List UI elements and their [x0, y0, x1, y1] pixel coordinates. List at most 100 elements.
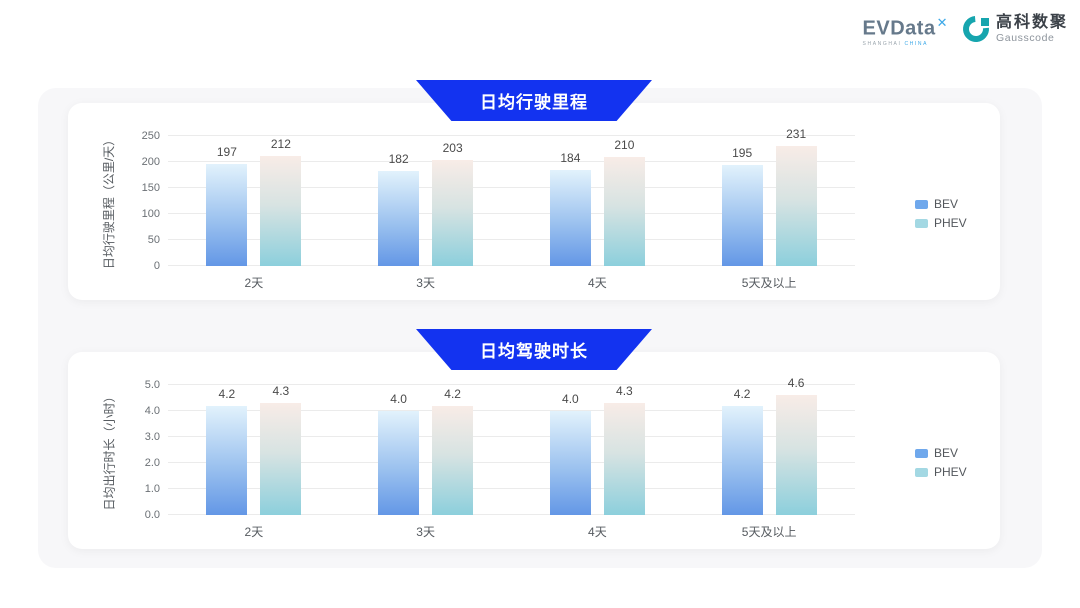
- bar-group: 197 212 2天: [168, 136, 340, 290]
- legend-item-phev[interactable]: PHEV: [915, 216, 967, 231]
- bar-bev: 197: [206, 145, 248, 266]
- bar-value-label: 203: [442, 141, 463, 156]
- bar-value-label: 4.0: [562, 392, 579, 406]
- bar-phev: 212: [260, 137, 302, 266]
- duration-legend: BEV PHEV: [915, 446, 967, 480]
- content-panel: 日均行驶里程 日均行驶里程（公里/天） 0 50 100 150 200 250 197 2…: [38, 80, 1042, 568]
- bar-value-label: 4.2: [444, 386, 461, 401]
- evdata-subtext: SHANGHAI CHINA: [862, 40, 929, 47]
- category-label: 4天: [588, 525, 607, 539]
- gausscode-cn-name: 高科数聚: [995, 14, 1068, 32]
- bar-group: 184 210 4天: [512, 136, 684, 290]
- legend-label: PHEV: [934, 465, 967, 479]
- bar-value-label: 4.2: [733, 386, 751, 401]
- y-tick-label: 150: [141, 182, 160, 194]
- gridline: [168, 161, 855, 162]
- bar-group: 4.0 4.3 4天: [512, 384, 684, 539]
- y-tick-label: 200: [141, 156, 160, 168]
- category-label: 5天及以上: [741, 525, 797, 539]
- legend-item-phev[interactable]: PHEV: [915, 465, 967, 480]
- legend-label: BEV: [934, 197, 959, 211]
- gridline: [168, 135, 855, 136]
- bar-phev: 4.3: [260, 384, 302, 515]
- gausscode-en-name: Gausscode: [995, 32, 1055, 45]
- category-label: 3天: [416, 276, 435, 290]
- mileage-y-axis-ticks: 0 50 100 150 200 250: [68, 130, 160, 272]
- phev-swatch-icon: [915, 219, 928, 228]
- bar-bev: 4.0: [378, 392, 420, 515]
- duration-title-banner: 日均驾驶时长: [416, 329, 652, 370]
- bar-group: 4.2 4.3 2天: [168, 384, 340, 539]
- mileage-chart-title: 日均行驶里程: [480, 93, 588, 112]
- bar-phev: 4.6: [775, 376, 817, 515]
- bar-phev: 4.3: [603, 384, 645, 515]
- bar-groups: 4.2 4.3 2天 4.0 4.2 3天 4.0 4.3 4天 4.2 4.6 5天及以上: [168, 376, 855, 539]
- gridline: [168, 265, 855, 266]
- y-tick-label: 1.0: [144, 483, 160, 495]
- bar-phev: 210: [603, 138, 645, 266]
- legend-label: BEV: [934, 446, 959, 460]
- gridline: [168, 488, 855, 489]
- y-tick-label: 2.0: [144, 457, 160, 469]
- category-label: 3天: [416, 525, 435, 539]
- duration-chart-card: 日均驾驶时长 日均出行时长（小时） 0.0 1.0 2.0 3.0 4.0 5.0 4.2…: [68, 329, 1000, 549]
- gridline: [168, 213, 855, 214]
- mileage-plot-area: 197 212 2天 182 203 3天 184 210 4天 195 231 5天及以上: [168, 127, 855, 290]
- category-label: 4天: [588, 276, 607, 290]
- evdata-logo: EVData✕ SHANGHAI CHINA: [863, 12, 948, 47]
- gausscode-logo: 高科数聚 Gausscode: [957, 11, 1068, 48]
- mileage-legend: BEV PHEV: [915, 197, 967, 231]
- gridline: [168, 436, 855, 437]
- bar-groups: 197 212 2天 182 203 3天 184 210 4天 195 231 5天及以上: [168, 127, 855, 290]
- brand-header: EVData✕ SHANGHAI CHINA 高科数聚 Gausscode: [863, 11, 1068, 48]
- gridline: [168, 384, 855, 385]
- category-label: 5天及以上: [741, 276, 797, 290]
- bar-value-label: 4.2: [218, 386, 236, 401]
- y-tick-label: 4.0: [144, 405, 160, 417]
- bar-bev: 184: [549, 151, 591, 266]
- bar-group: 182 203 3天: [340, 136, 512, 290]
- y-tick-label: 50: [147, 234, 160, 246]
- bar-group: 4.2 4.6 5天及以上: [683, 376, 855, 539]
- bev-swatch-icon: [915, 200, 928, 209]
- bar-phev: 203: [432, 141, 474, 266]
- bar-bev: 4.2: [721, 387, 763, 515]
- gridline: [168, 514, 855, 515]
- bar-value-label: 210: [614, 137, 635, 152]
- bar-bev: 195: [721, 146, 763, 266]
- bar-value-label: 231: [786, 126, 807, 141]
- evdata-name: EVData: [862, 17, 936, 40]
- category-label: 2天: [244, 525, 264, 539]
- duration-y-axis-ticks: 0.0 1.0 2.0 3.0 4.0 5.0: [68, 379, 160, 521]
- bar-group: 4.0 4.2 3天: [340, 385, 512, 539]
- phev-swatch-icon: [915, 468, 928, 477]
- legend-item-bev[interactable]: BEV: [915, 446, 967, 461]
- bar-phev: 4.2: [432, 387, 474, 515]
- category-label: 2天: [244, 276, 264, 290]
- y-tick-label: 0: [153, 260, 160, 272]
- y-tick-label: 3.0: [144, 431, 160, 443]
- gridline: [168, 462, 855, 463]
- duration-chart-title: 日均驾驶时长: [480, 342, 588, 361]
- bar-bev: 4.2: [206, 387, 248, 515]
- y-tick-label: 5.0: [144, 379, 160, 391]
- bar-value-label: 182: [388, 152, 409, 167]
- bar-bev: 182: [378, 152, 420, 266]
- legend-item-bev[interactable]: BEV: [915, 197, 967, 212]
- bar-value-label: 197: [216, 144, 237, 159]
- evdata-wordmark: EVData✕: [863, 12, 948, 40]
- bev-swatch-icon: [915, 449, 928, 458]
- bar-bev: 4.0: [549, 392, 591, 515]
- bar-value-label: 212: [270, 136, 291, 151]
- evdata-x-icon: ✕: [936, 15, 948, 30]
- bar-group: 195 231 5天及以上: [683, 127, 855, 290]
- mileage-chart-card: 日均行驶里程 日均行驶里程（公里/天） 0 50 100 150 200 250 197 2…: [68, 80, 1000, 300]
- mileage-title-banner: 日均行驶里程: [416, 80, 652, 121]
- gausscode-g-icon: [957, 11, 995, 48]
- duration-plot-area: 4.2 4.3 2天 4.0 4.2 3天 4.0 4.3 4天 4.2 4.6 5天及以上: [168, 376, 855, 539]
- bar-phev: 231: [775, 127, 817, 266]
- bar-value-label: 195: [732, 145, 753, 160]
- bar-value-label: 184: [560, 151, 581, 166]
- legend-label: PHEV: [934, 216, 967, 230]
